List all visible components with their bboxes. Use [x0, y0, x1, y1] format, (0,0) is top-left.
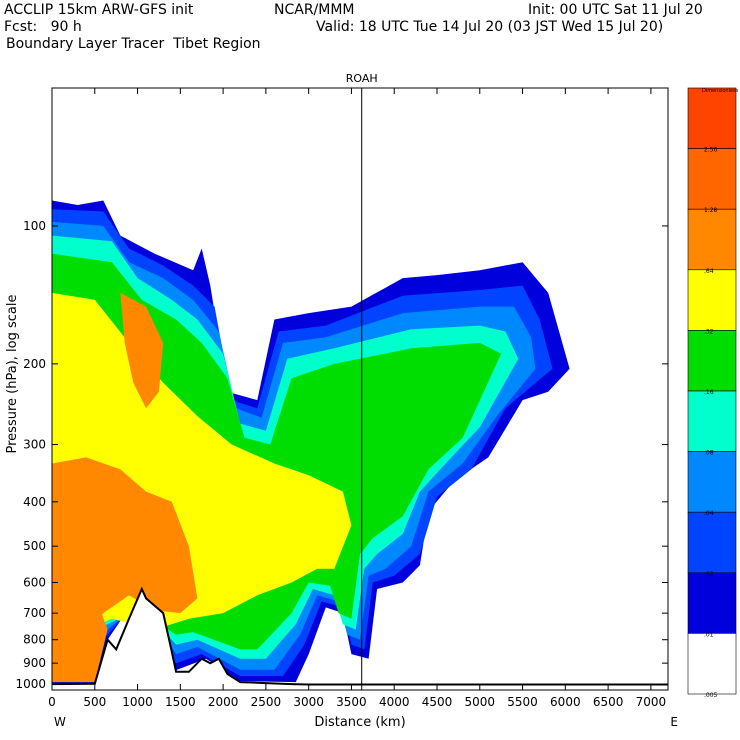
colorbar-title: Dimensionless	[702, 88, 739, 94]
colorbar-level-label: .01	[704, 631, 714, 638]
colorbar-box	[687, 87, 737, 149]
colorbar-level-label: .32	[704, 328, 714, 335]
header-product: Boundary Layer Tracer Tibet Region	[6, 36, 261, 52]
direction-west: W	[54, 715, 66, 729]
y-tick-label: 200	[23, 357, 46, 371]
colorbar-box	[687, 451, 737, 513]
x-axis-label: Distance (km)	[314, 715, 405, 730]
roah-label: ROAH	[346, 72, 378, 85]
x-tick-label: 1500	[165, 695, 196, 709]
y-tick-label: 700	[23, 606, 46, 620]
colorbar-box	[687, 572, 737, 634]
x-tick-label: 6500	[593, 695, 624, 709]
y-axis-label: Pressure (hPa), log scale	[5, 295, 20, 454]
colorbar-level-label: .08	[704, 450, 714, 457]
x-tick-label: 4500	[422, 695, 453, 709]
x-tick-label: 2500	[251, 695, 282, 709]
header-init: Init: 00 UTC Sat 11 Jul 20	[528, 2, 703, 18]
y-tick-label: 400	[23, 495, 46, 509]
tracer-contour-8	[120, 292, 164, 409]
plot-frame	[51, 87, 669, 691]
x-tick-label: 4000	[379, 695, 410, 709]
tracer-contour-7	[52, 582, 108, 683]
header-fcst: Fcst: 90 h	[4, 19, 82, 35]
colorbar-level-label: 1.28	[704, 207, 718, 214]
colorbar-box	[687, 330, 737, 392]
header-title: ACCLIP 15km ARW-GFS init	[4, 2, 194, 18]
tracer-field	[52, 200, 668, 690]
y-tick-label: 900	[23, 656, 46, 670]
y-tick-label: 800	[23, 633, 46, 647]
x-tick-label: 5000	[465, 695, 496, 709]
colorbar-level-label: .005	[704, 692, 718, 699]
x-tick-label: 2000	[208, 695, 239, 709]
colorbar-level-label: .02	[704, 571, 714, 578]
x-tick-label: 500	[83, 695, 106, 709]
colorbar-box	[687, 208, 737, 271]
x-tick-label: 0	[48, 695, 56, 709]
colorbar-box	[687, 148, 737, 210]
colorbar-box	[687, 390, 737, 452]
x-tick-label: 3500	[336, 695, 367, 709]
colorbar-box	[687, 633, 737, 695]
y-tick-label: 1000	[15, 677, 46, 691]
y-tick-label: 100	[23, 219, 46, 233]
header-valid: Valid: 18 UTC Tue 14 Jul 20 (03 JST Wed …	[316, 19, 664, 35]
colorbar-level-label: .04	[704, 510, 714, 517]
colorbar-box	[687, 511, 737, 574]
y-tick-label: 600	[23, 575, 46, 589]
colorbar-level-label: 2.56	[704, 147, 718, 154]
x-tick-label: 1000	[122, 695, 153, 709]
colorbar-box	[687, 269, 737, 331]
y-tick-label: 300	[23, 438, 46, 452]
y-tick-label: 500	[23, 539, 46, 553]
colorbar-level-label: .64	[704, 268, 714, 275]
colorbar-level-label: .16	[704, 389, 714, 396]
x-tick-label: 3000	[293, 695, 324, 709]
x-tick-label: 6000	[550, 695, 581, 709]
terrain-line	[52, 586, 668, 686]
x-tick-label: 7000	[636, 695, 667, 709]
direction-east: E	[670, 715, 678, 729]
x-tick-label: 5500	[507, 695, 538, 709]
terrain-fill	[52, 589, 668, 690]
header-org: NCAR/MMM	[274, 2, 355, 18]
